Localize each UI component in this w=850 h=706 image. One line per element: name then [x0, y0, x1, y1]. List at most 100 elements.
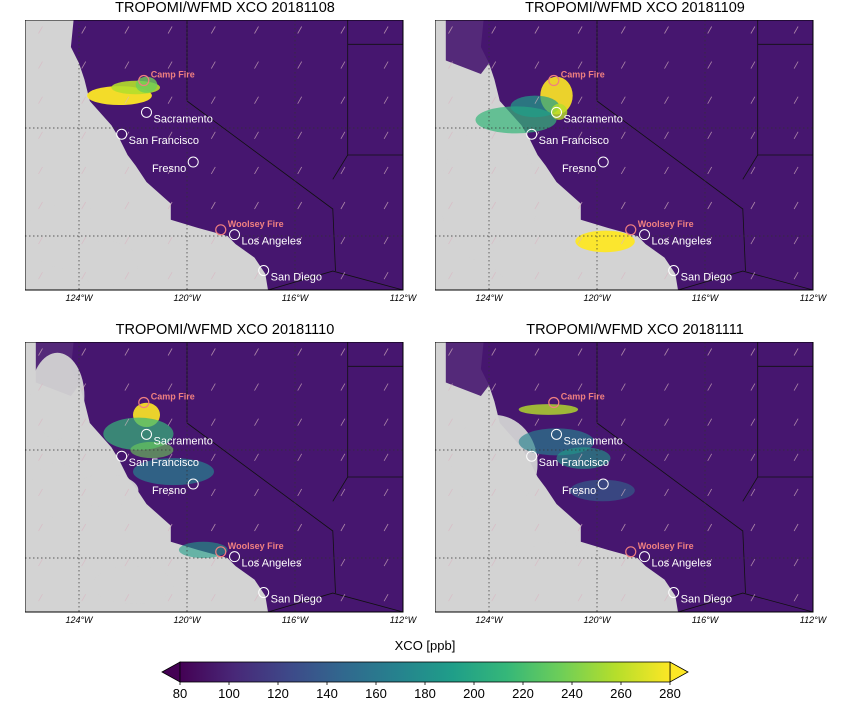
wind-barb [707, 523, 713, 532]
lon-tick-label: 116°W [282, 293, 310, 303]
wind-barb [254, 523, 259, 532]
wind-barb [577, 272, 583, 280]
city-marker [639, 551, 651, 563]
wind-barb [38, 236, 43, 245]
fire-label: Woolsey Fire [228, 541, 284, 551]
colorbar-tick-label: 260 [610, 686, 632, 701]
panel-title: TROPOMI/WFMD XCO 20181109 [525, 0, 745, 16]
wind-barb [491, 558, 497, 567]
wind-barb [210, 96, 216, 104]
wind-barb [383, 131, 389, 139]
wind-barb [254, 453, 259, 461]
fire-marker [215, 224, 227, 236]
wind-barb [707, 594, 713, 602]
wind-barb [577, 26, 583, 34]
wind-barb [167, 61, 173, 69]
lon-tick-label: 112°W [800, 615, 828, 625]
wind-barb [448, 201, 453, 210]
wind-barb [383, 96, 389, 104]
wind-barb [210, 236, 216, 245]
nodata-region [529, 541, 584, 564]
wind-barb [491, 418, 497, 426]
wind-barb [750, 418, 756, 426]
wind-barb [448, 523, 453, 532]
wind-barb [124, 558, 130, 567]
wind-barb [38, 272, 43, 280]
wind-barb [491, 201, 497, 210]
wind-barb [81, 418, 87, 426]
xco-plume [178, 541, 228, 558]
wind-barb [297, 523, 303, 532]
wind-barb [340, 61, 346, 69]
wind-barb [383, 418, 389, 426]
wind-barb [577, 166, 583, 175]
wind-barb [750, 383, 756, 391]
panel-title: TROPOMI/WFMD XCO 20181111 [526, 322, 744, 338]
colorbar-gradient [179, 661, 671, 683]
wind-barb [38, 201, 43, 210]
wind-barb [210, 272, 216, 280]
wind-barb [707, 418, 713, 426]
wind-barb [664, 523, 669, 532]
wind-barb [38, 26, 43, 34]
wind-barb [81, 166, 87, 175]
wind-barb [620, 61, 626, 69]
city-label: Los Angeles [652, 236, 712, 248]
city-marker [187, 478, 199, 490]
wind-barb [210, 26, 216, 34]
wind-barb [620, 523, 626, 532]
wind-barb [620, 418, 626, 426]
wind-barb [750, 453, 756, 461]
city-marker [116, 450, 128, 462]
wind-barb [254, 383, 259, 391]
wind-barb [254, 418, 259, 426]
map-frame [25, 342, 404, 613]
wind-barb [448, 488, 453, 497]
wind-barb [750, 488, 756, 497]
wind-barb [124, 61, 130, 69]
map-frame [435, 20, 814, 291]
wind-barb [577, 523, 583, 532]
wind-barb [750, 26, 756, 34]
fire-marker [138, 74, 150, 87]
colorbar-tick-label: 120 [267, 686, 289, 701]
wind-barb [577, 96, 583, 104]
lon-tick-label: 116°W [692, 615, 720, 625]
wind-barb [793, 131, 799, 139]
nodata-region [30, 352, 85, 440]
xco-plume [510, 95, 560, 118]
wind-barb [707, 61, 713, 69]
wind-barb [340, 383, 346, 391]
wind-barb [297, 348, 303, 356]
wind-barb [620, 488, 626, 497]
wind-barb [750, 96, 756, 104]
fire-marker [625, 224, 637, 236]
wind-barb [448, 236, 453, 245]
xco-field-ocean [445, 20, 489, 74]
wind-barb [297, 383, 303, 391]
wind-barb [707, 26, 713, 34]
wind-barb [167, 236, 173, 245]
wind-barb [81, 453, 87, 461]
nodata-region [73, 241, 139, 285]
state-border [677, 270, 814, 291]
colorbar-tick-label: 100 [218, 686, 240, 701]
wind-barb [707, 236, 713, 245]
wind-barb [577, 236, 583, 245]
wind-barb [297, 61, 303, 69]
wind-barb [81, 61, 87, 69]
wind-barb [210, 348, 216, 356]
wind-barb [750, 348, 756, 356]
wind-barb [664, 418, 669, 426]
wind-barb [297, 594, 303, 602]
lon-tick-label: 116°W [282, 615, 310, 625]
city-label: Los Angeles [652, 558, 712, 570]
wind-barb [383, 594, 389, 602]
wind-barb [491, 61, 497, 69]
wind-barb [383, 383, 389, 391]
wind-barb [534, 418, 540, 426]
wind-barb [124, 348, 130, 356]
wind-barb [340, 201, 346, 210]
wind-barb [81, 131, 87, 139]
city-label: Sacramento [154, 113, 213, 125]
